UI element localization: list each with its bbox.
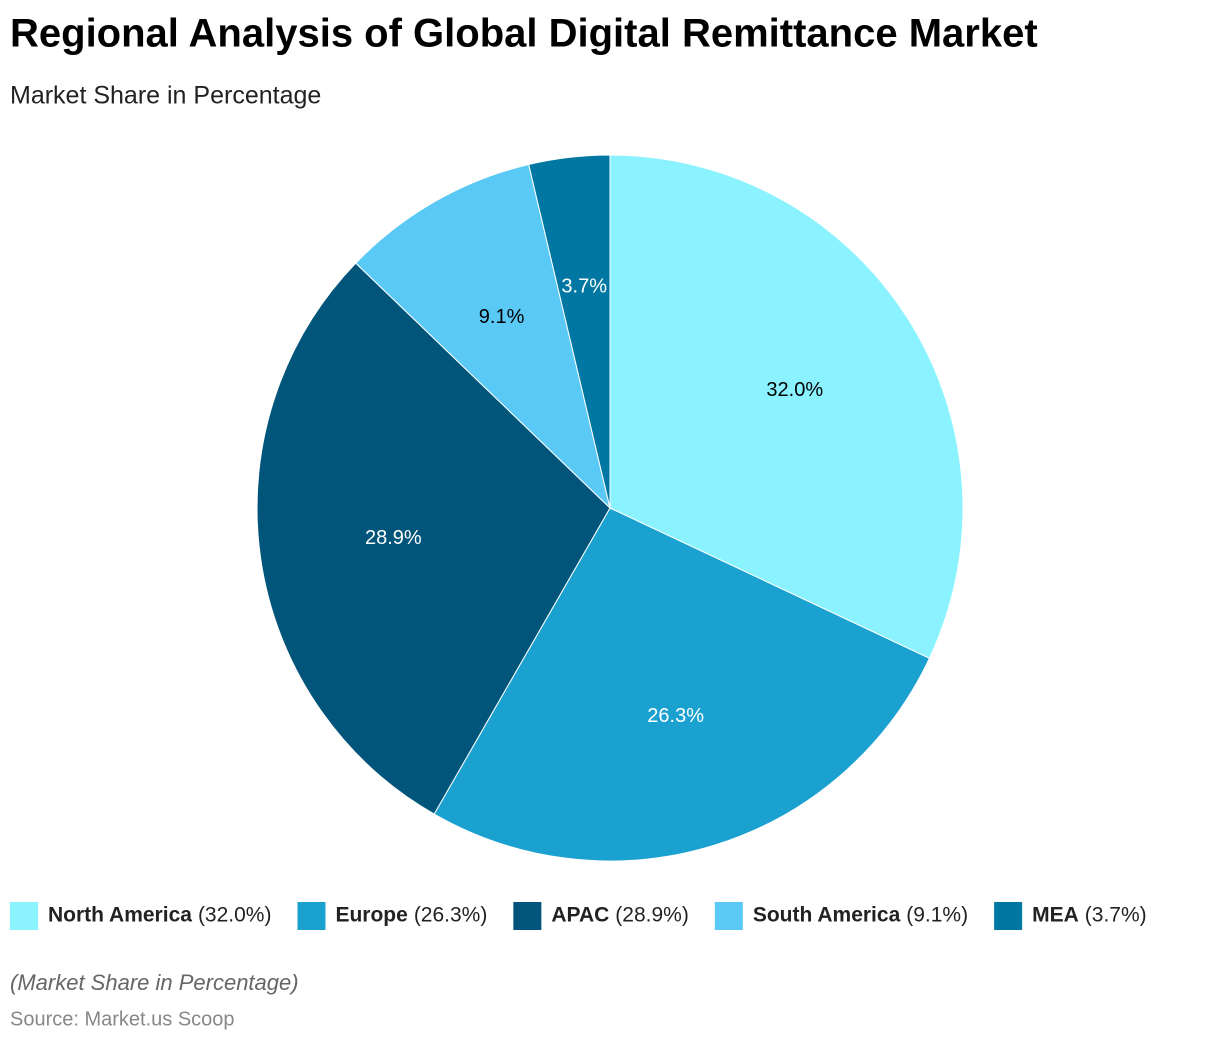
footnote: (Market Share in Percentage) bbox=[10, 970, 299, 995]
legend-swatch bbox=[714, 902, 743, 930]
legend-value: (32.0%) bbox=[198, 904, 272, 927]
legend-label: South America bbox=[753, 904, 901, 927]
data-label: 28.9% bbox=[365, 527, 422, 549]
pie-slice bbox=[355, 163, 611, 510]
data-label: 32.0% bbox=[766, 379, 823, 401]
legend-label: MEA bbox=[1032, 904, 1079, 927]
legend-value: (9.1%) bbox=[906, 904, 968, 927]
legend-swatch bbox=[994, 902, 1023, 930]
source: Source: Market.us Scoop bbox=[10, 1008, 235, 1030]
legend-label: North America bbox=[48, 904, 192, 927]
legend-swatch bbox=[513, 902, 542, 930]
data-label: 3.7% bbox=[561, 275, 607, 297]
legend-value: (26.3%) bbox=[414, 904, 488, 927]
chart-title: Regional Analysis of Global Digital Remi… bbox=[10, 12, 1038, 56]
legend-label: APAC bbox=[551, 904, 609, 927]
legend-value: (28.9%) bbox=[615, 904, 689, 927]
pie-slice bbox=[528, 154, 611, 509]
chart-subtitle: Market Share in Percentage bbox=[10, 82, 321, 110]
pie-slice bbox=[256, 262, 611, 815]
data-label: 9.1% bbox=[479, 306, 525, 328]
pie-slice bbox=[433, 507, 931, 862]
legend-value: (3.7%) bbox=[1085, 904, 1147, 927]
legend-label: Europe bbox=[335, 904, 407, 927]
legend-swatch bbox=[10, 902, 38, 930]
data-label: 26.3% bbox=[647, 705, 704, 727]
legend-swatch bbox=[297, 902, 326, 930]
pie-slice bbox=[609, 154, 964, 659]
